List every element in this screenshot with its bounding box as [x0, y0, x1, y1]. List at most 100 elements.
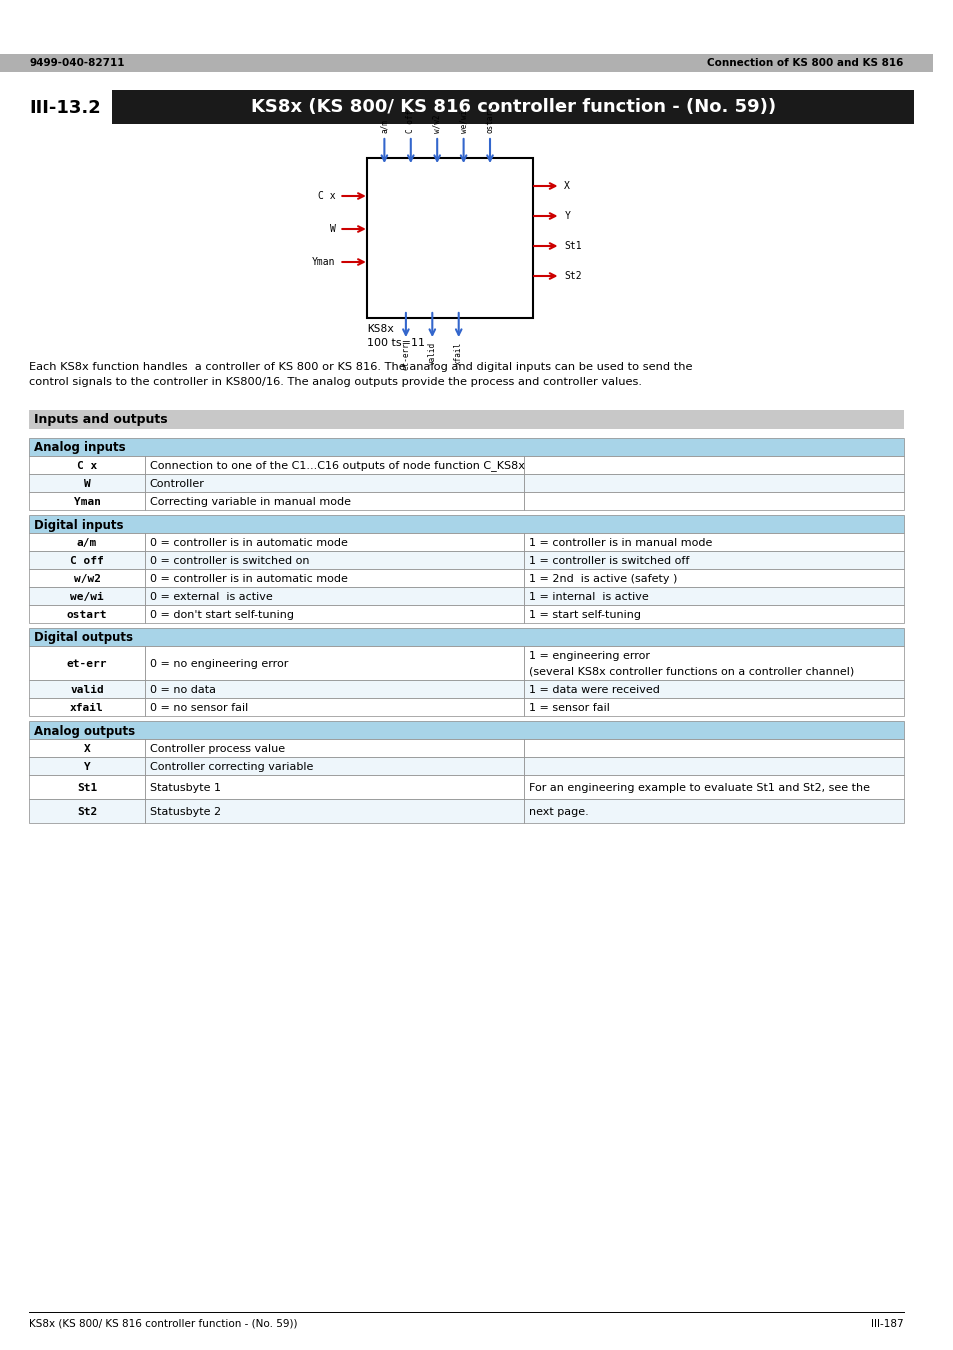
Text: 1 = controller is in manual mode: 1 = controller is in manual mode [529, 539, 712, 548]
Bar [30, 410, 902, 429]
Text: For an engineering example to evaluate St1 and St2, see the: For an engineering example to evaluate S… [529, 783, 869, 792]
Bar [30, 605, 145, 622]
Bar [524, 799, 902, 824]
Text: 1 = sensor fail: 1 = sensor fail [529, 703, 609, 713]
Text: xfail: xfail [454, 342, 463, 365]
Bar [524, 698, 902, 716]
Bar [524, 757, 902, 775]
Text: III-13.2: III-13.2 [30, 99, 101, 117]
Bar [30, 647, 145, 680]
Text: ostart: ostart [485, 105, 494, 134]
Text: a/m: a/m [77, 539, 97, 548]
Bar [524, 456, 902, 474]
Text: w/w2: w/w2 [433, 115, 441, 134]
Text: KS8x (KS 800/ KS 816 controller function - (No. 59)): KS8x (KS 800/ KS 816 controller function… [30, 1319, 297, 1328]
Text: 0 = controller is in automatic mode: 0 = controller is in automatic mode [150, 539, 347, 548]
Bar [524, 533, 902, 551]
Text: Controller: Controller [150, 479, 204, 489]
Text: et-err: et-err [401, 342, 410, 370]
Text: KS8x (KS 800/ KS 816 controller function - (No. 59)): KS8x (KS 800/ KS 816 controller function… [251, 99, 775, 116]
Text: Analog inputs: Analog inputs [34, 441, 126, 455]
Text: 0 = external  is active: 0 = external is active [150, 593, 273, 602]
Text: C x: C x [317, 190, 335, 201]
Text: Digital inputs: Digital inputs [34, 518, 124, 532]
Text: Statusbyte 2: Statusbyte 2 [150, 807, 220, 817]
Text: Correcting variable in manual mode: Correcting variable in manual mode [150, 497, 351, 508]
Text: 0 = don't start self-tuning: 0 = don't start self-tuning [150, 610, 294, 620]
Bar [30, 799, 145, 824]
Bar [30, 437, 902, 456]
Text: Connection of KS 800 and KS 816: Connection of KS 800 and KS 816 [706, 58, 902, 68]
Bar [30, 491, 145, 510]
Text: St1: St1 [77, 783, 97, 792]
Text: C off: C off [71, 556, 104, 566]
Text: St1: St1 [564, 242, 581, 251]
Bar [145, 775, 524, 799]
Text: 0 = no engineering error: 0 = no engineering error [150, 659, 288, 670]
Text: Controller process value: Controller process value [150, 744, 285, 755]
Bar [30, 775, 145, 799]
Text: w/w2: w/w2 [73, 574, 100, 585]
Bar [524, 680, 902, 698]
Bar [30, 698, 145, 716]
Text: Controller correcting variable: Controller correcting variable [150, 761, 313, 772]
Text: ostart: ostart [67, 610, 107, 620]
Text: 1 = 2nd  is active (safety ): 1 = 2nd is active (safety ) [529, 574, 677, 585]
Text: et-err: et-err [67, 659, 107, 670]
Text: valid: valid [427, 342, 436, 365]
Bar [30, 474, 145, 491]
Text: KS8x: KS8x [366, 324, 394, 333]
Text: 9499-040-82711: 9499-040-82711 [30, 58, 125, 68]
Bar [145, 533, 524, 551]
Bar [524, 738, 902, 757]
Text: Yman: Yman [312, 256, 335, 267]
Text: 1 = internal  is active: 1 = internal is active [529, 593, 648, 602]
Bar [30, 514, 902, 533]
Bar [145, 491, 524, 510]
Text: 100 ts=11: 100 ts=11 [366, 338, 424, 348]
Text: W: W [329, 224, 335, 234]
Bar [524, 568, 902, 587]
Bar [30, 533, 145, 551]
Text: C off: C off [406, 109, 415, 134]
Bar [30, 587, 145, 605]
Text: Y: Y [84, 761, 91, 772]
Bar [145, 551, 524, 568]
Text: St2: St2 [564, 271, 581, 281]
Bar [145, 698, 524, 716]
Text: Analog outputs: Analog outputs [34, 725, 135, 737]
Bar [145, 456, 524, 474]
Text: 1 = engineering error: 1 = engineering error [529, 651, 649, 661]
Bar [30, 628, 902, 647]
Text: valid: valid [71, 684, 104, 695]
Bar [30, 680, 145, 698]
Text: 0 = no sensor fail: 0 = no sensor fail [150, 703, 248, 713]
Text: Y: Y [564, 211, 570, 221]
Text: 0 = no data: 0 = no data [150, 684, 215, 695]
Text: 1 = controller is switched off: 1 = controller is switched off [529, 556, 689, 566]
Text: we/wi: we/wi [71, 593, 104, 602]
Bar [145, 799, 524, 824]
Bar [30, 738, 145, 757]
Text: Inputs and outputs: Inputs and outputs [34, 413, 168, 427]
Text: Connection to one of the C1...C16 outputs of node function C_KS8x: Connection to one of the C1...C16 output… [150, 460, 524, 471]
Text: St2: St2 [77, 807, 97, 817]
Text: 0 = controller is in automatic mode: 0 = controller is in automatic mode [150, 574, 347, 585]
Text: 1 = data were received: 1 = data were received [529, 684, 659, 695]
Bar [145, 680, 524, 698]
Bar [112, 90, 914, 124]
Bar [145, 605, 524, 622]
Bar [524, 647, 902, 680]
Text: (several KS8x controller functions on a controller channel): (several KS8x controller functions on a … [529, 666, 854, 676]
Bar [145, 587, 524, 605]
Text: Digital outputs: Digital outputs [34, 632, 133, 644]
Bar [524, 775, 902, 799]
Bar [145, 738, 524, 757]
Bar [145, 568, 524, 587]
Text: xfail: xfail [71, 703, 104, 713]
Bar [524, 491, 902, 510]
Text: III-187: III-187 [870, 1319, 902, 1328]
Bar [524, 605, 902, 622]
Text: a/m: a/m [379, 119, 389, 134]
Text: 1 = start self-tuning: 1 = start self-tuning [529, 610, 640, 620]
